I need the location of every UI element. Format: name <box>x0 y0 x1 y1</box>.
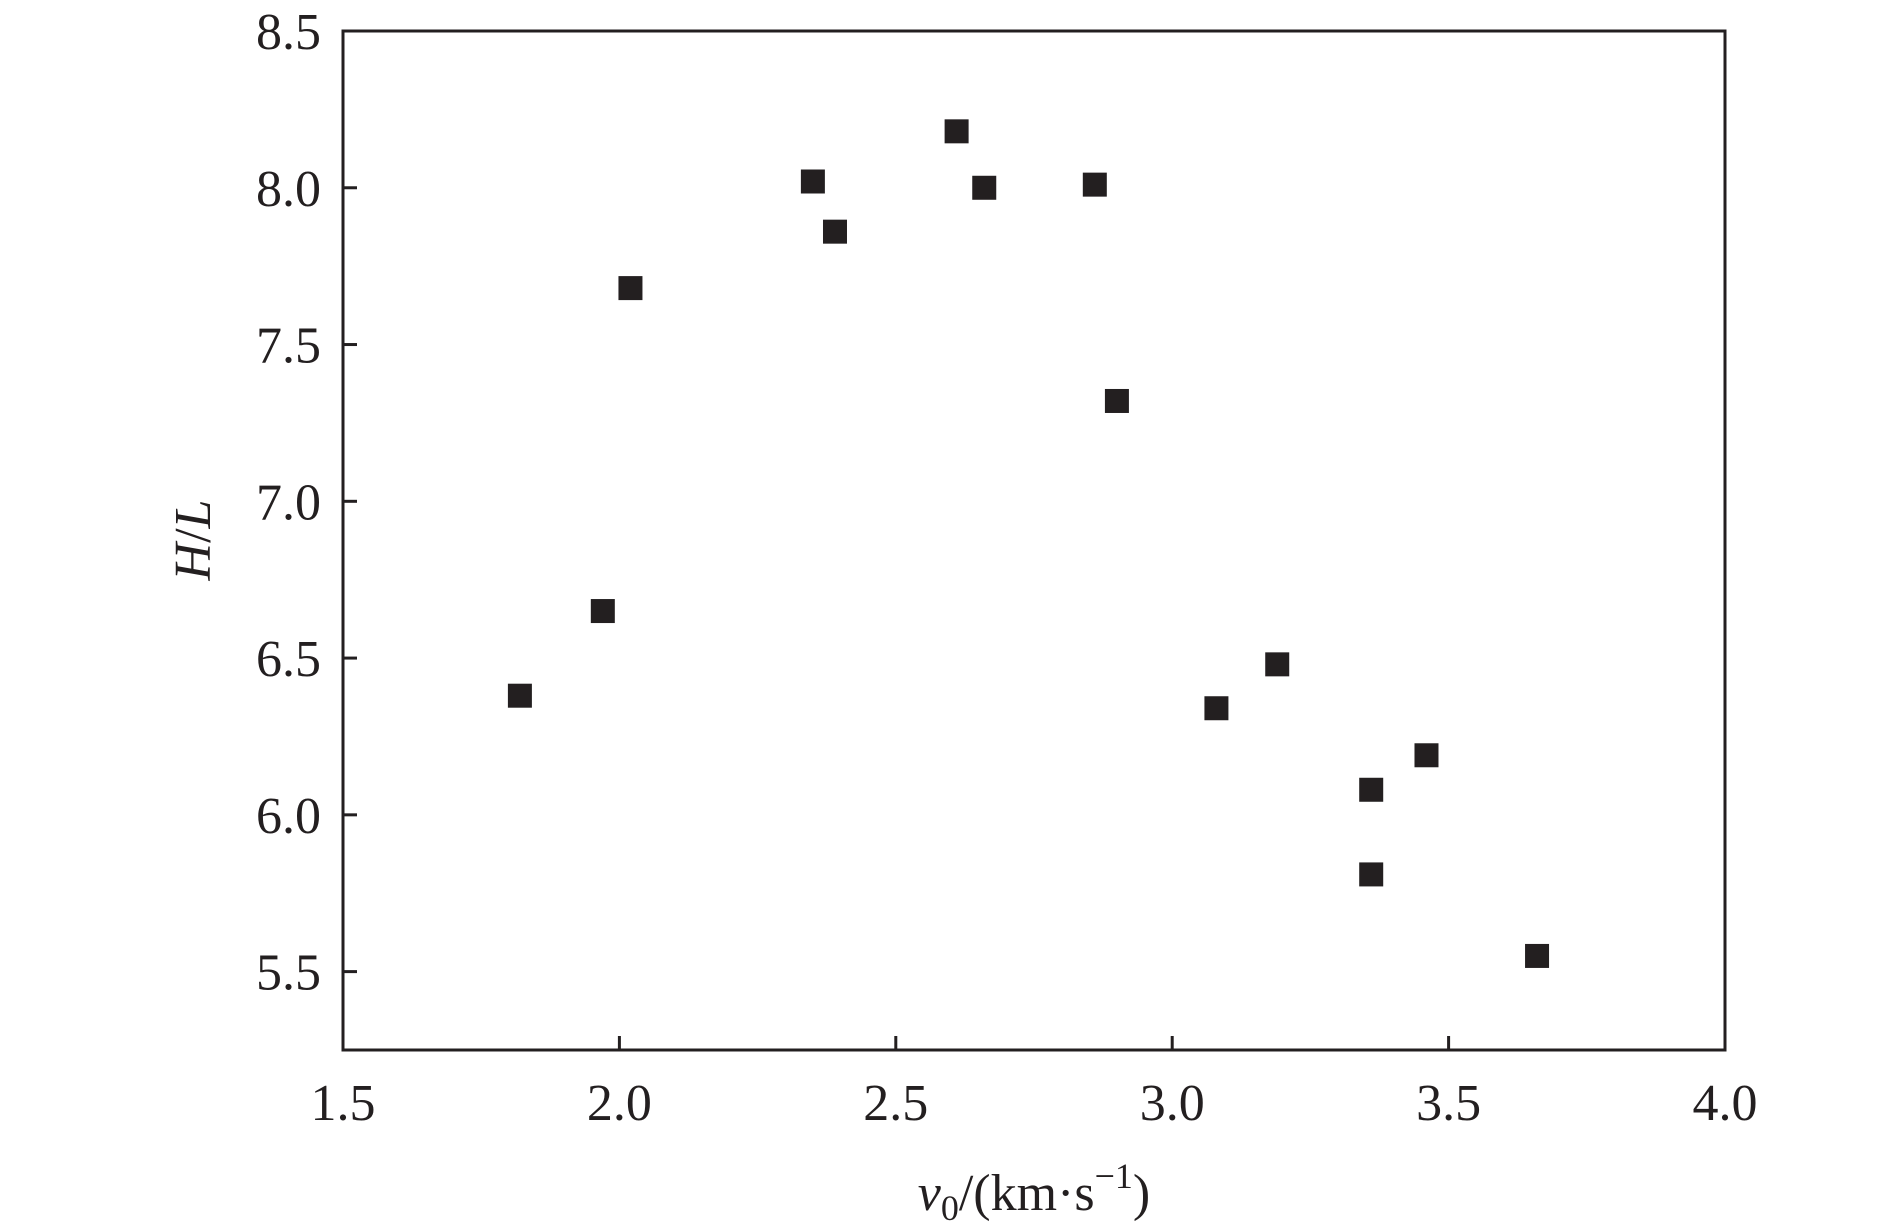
data-point <box>1414 743 1439 768</box>
data-point <box>1525 943 1550 968</box>
data-point <box>618 276 643 301</box>
y-axis-title-sep: / <box>165 528 222 543</box>
y-tick-label: 7.0 <box>256 474 321 531</box>
data-point <box>1082 172 1107 197</box>
x-axis-title-close: ) <box>1133 1165 1150 1222</box>
x-tick-label: 1.5 <box>311 1075 376 1132</box>
x-tick-label: 3.5 <box>1416 1075 1481 1132</box>
x-axis-title-var: v <box>918 1165 942 1222</box>
data-point <box>1104 388 1129 413</box>
data-points <box>507 119 1550 968</box>
x-tick-label: 4.0 <box>1693 1075 1758 1132</box>
y-tick-label: 6.0 <box>256 788 321 845</box>
y-tick-label: 8.0 <box>256 161 321 218</box>
data-point <box>800 169 825 194</box>
data-point <box>822 219 847 244</box>
x-tick-label: 2.0 <box>587 1075 652 1132</box>
y-axis-title-var2: L <box>165 500 222 530</box>
data-point <box>1359 862 1384 887</box>
y-tick-label: 7.5 <box>256 318 321 375</box>
x-axis-title-unit: /(km·s <box>959 1165 1095 1222</box>
plot-frame <box>341 29 1727 1052</box>
x-tick-label: 3.0 <box>1140 1075 1205 1132</box>
data-point <box>1204 696 1229 721</box>
x-axis-ticks: 1.5 2.0 2.5 3.0 3.5 4.0 <box>311 1036 1758 1132</box>
data-point <box>1265 652 1290 677</box>
x-axis-title-sup: −1 <box>1095 1156 1133 1196</box>
y-axis-title-var: H <box>165 540 222 581</box>
data-point <box>590 599 615 624</box>
x-tick-label: 2.5 <box>863 1075 928 1132</box>
data-point <box>507 683 532 708</box>
data-point <box>944 119 969 144</box>
y-tick-label: 8.5 <box>256 4 321 61</box>
y-axis-title: H/L <box>165 500 222 582</box>
y-tick-label: 5.5 <box>256 945 321 1002</box>
data-point <box>1359 777 1384 802</box>
y-axis-ticks: 5.5 6.0 6.5 7.0 7.5 8.0 8.5 <box>256 4 357 1002</box>
data-point <box>972 175 997 200</box>
x-axis-title: v0/(km·s−1) <box>918 1156 1151 1228</box>
y-tick-label: 6.5 <box>256 631 321 688</box>
x-axis-title-sub: 0 <box>941 1188 959 1228</box>
